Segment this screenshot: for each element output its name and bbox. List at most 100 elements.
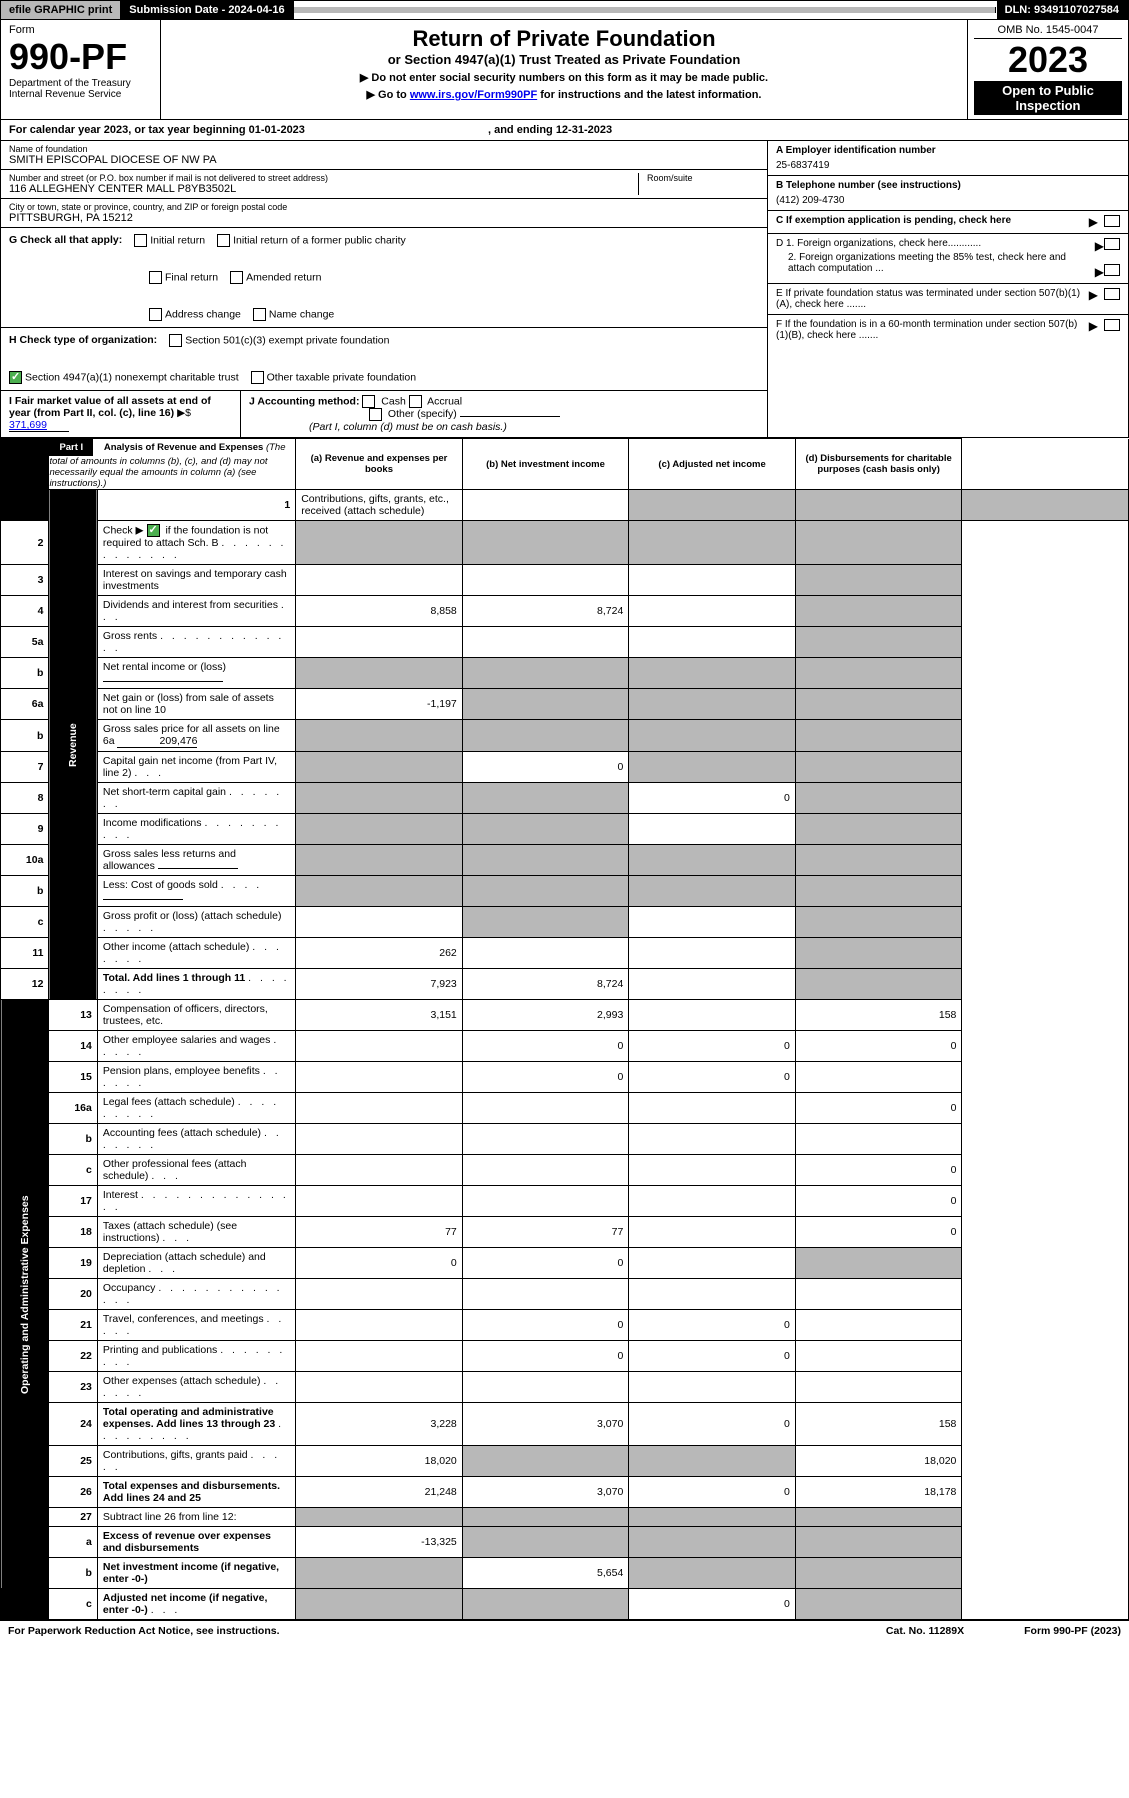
chk-501c3[interactable] <box>169 334 182 347</box>
row-21: Travel, conferences, and meetings . . . … <box>97 1310 295 1341</box>
f-label: F If the foundation is in a 60-month ter… <box>776 319 1083 341</box>
row-17: Interest . . . . . . . . . . . . . . . <box>97 1186 295 1217</box>
j-label: J Accounting method: <box>249 395 359 407</box>
phone-label: B Telephone number (see instructions) <box>776 180 1120 191</box>
chk-schb[interactable] <box>147 524 160 537</box>
chk-name-change[interactable] <box>253 308 266 321</box>
submission-date: Submission Date - 2024-04-16 <box>121 1 293 19</box>
row-5a: Gross rents . . . . . . . . . . . . . <box>97 627 295 658</box>
row-8: Net short-term capital gain . . . . . . … <box>97 783 295 814</box>
row-16b: Accounting fees (attach schedule) . . . … <box>97 1124 295 1155</box>
dept-label: Department of the Treasury <box>9 78 152 89</box>
form-subtitle: or Section 4947(a)(1) Trust Treated as P… <box>173 52 955 67</box>
j-note: (Part I, column (d) must be on cash basi… <box>309 421 507 433</box>
irs-link[interactable]: www.irs.gov/Form990PF <box>410 89 537 101</box>
e-label: E If private foundation status was termi… <box>776 288 1083 310</box>
row-4: Dividends and interest from securities .… <box>97 596 295 627</box>
chk-other-acct[interactable] <box>369 408 382 421</box>
row-9: Income modifications . . . . . . . . . . <box>97 814 295 845</box>
info-section: Name of foundation SMITH EPISCOPAL DIOCE… <box>0 141 1129 438</box>
open-inspection: Open to Public Inspection <box>974 81 1122 115</box>
row-12: Total. Add lines 1 through 11 . . . . . … <box>97 969 295 1000</box>
row-6a: Net gain or (loss) from sale of assets n… <box>97 689 295 720</box>
col-b-head: (b) Net investment income <box>462 439 629 490</box>
note-goto: ▶ Go to www.irs.gov/Form990PF for instru… <box>173 88 955 101</box>
col-d-head: (d) Disbursements for charitable purpose… <box>795 439 962 490</box>
chk-f[interactable] <box>1104 319 1120 331</box>
c-label: C If exemption application is pending, c… <box>776 215 1011 226</box>
chk-d1[interactable] <box>1104 238 1120 250</box>
h-row: H Check type of organization: Section 50… <box>1 328 767 391</box>
name-label: Name of foundation <box>9 144 759 154</box>
chk-addr-change[interactable] <box>149 308 162 321</box>
dln-label: DLN: 93491107027584 <box>996 1 1128 19</box>
ein-value: 25-6837419 <box>776 160 1120 171</box>
row-24: Total operating and administrative expen… <box>97 1403 295 1446</box>
row-13: Compensation of officers, directors, tru… <box>97 1000 295 1031</box>
chk-e[interactable] <box>1104 288 1120 300</box>
footer: For Paperwork Reduction Act Notice, see … <box>0 1620 1129 1641</box>
phone-value: (412) 209-4730 <box>776 195 1120 206</box>
foundation-name: SMITH EPISCOPAL DIOCESE OF NW PA <box>9 154 759 166</box>
city-state-zip: PITTSBURGH, PA 15212 <box>9 212 759 224</box>
chk-other-tax[interactable] <box>251 371 264 384</box>
room-label: Room/suite <box>647 173 759 183</box>
tax-year: 2023 <box>974 39 1122 81</box>
form-title: Return of Private Foundation <box>173 26 955 52</box>
row-27: Subtract line 26 from line 12: <box>97 1508 295 1527</box>
chk-final[interactable] <box>149 271 162 284</box>
chk-4947[interactable] <box>9 371 22 384</box>
cat-no: Cat. No. 11289X <box>886 1625 964 1637</box>
row-26: Total expenses and disbursements. Add li… <box>97 1477 295 1508</box>
row-18: Taxes (attach schedule) (see instruction… <box>97 1217 295 1248</box>
chk-accrual[interactable] <box>409 395 422 408</box>
row-20: Occupancy . . . . . . . . . . . . . . <box>97 1279 295 1310</box>
ein-label: A Employer identification number <box>776 145 1120 156</box>
row-16a: Legal fees (attach schedule) . . . . . .… <box>97 1093 295 1124</box>
g-row: G Check all that apply: Initial return I… <box>1 228 767 328</box>
addr-label: Number and street (or P.O. box number if… <box>9 173 630 183</box>
row-14: Other employee salaries and wages . . . … <box>97 1031 295 1062</box>
part1-title: Analysis of Revenue and Expenses <box>104 442 263 453</box>
chk-c[interactable] <box>1104 215 1120 227</box>
chk-cash[interactable] <box>362 395 375 408</box>
row-27c: Adjusted net income (if negative, enter … <box>97 1589 295 1620</box>
row-25: Contributions, gifts, grants paid . . . … <box>97 1446 295 1477</box>
d2-label: 2. Foreign organizations meeting the 85%… <box>776 252 1089 274</box>
row-27a: Excess of revenue over expenses and disb… <box>97 1527 295 1558</box>
note-ssn: ▶ Do not enter social security numbers o… <box>173 71 955 84</box>
top-bar: efile GRAPHIC print Submission Date - 20… <box>0 0 1129 20</box>
row-15: Pension plans, employee benefits . . . .… <box>97 1062 295 1093</box>
row-16c: Other professional fees (attach schedule… <box>97 1155 295 1186</box>
d1-label: D 1. Foreign organizations, check here..… <box>776 238 1089 249</box>
irs-label: Internal Revenue Service <box>9 89 152 100</box>
efile-label: efile GRAPHIC print <box>1 1 121 19</box>
col-a-head: (a) Revenue and expenses per books <box>296 439 463 490</box>
chk-d2[interactable] <box>1104 264 1120 276</box>
form-label: Form <box>9 24 152 36</box>
row-2: Check ▶ if the foundation is not require… <box>97 521 295 565</box>
chk-initial[interactable] <box>134 234 147 247</box>
row-10a: Gross sales less returns and allowances <box>97 845 295 876</box>
analysis-table: Part I Analysis of Revenue and Expenses … <box>0 438 1129 1620</box>
part1-label: Part I <box>49 439 93 456</box>
row-7: Capital gain net income (from Part IV, l… <box>97 752 295 783</box>
row-3: Interest on savings and temporary cash i… <box>97 565 295 596</box>
row-19: Depreciation (attach schedule) and deple… <box>97 1248 295 1279</box>
row-5b: Net rental income or (loss) <box>97 658 295 689</box>
chk-initial-former[interactable] <box>217 234 230 247</box>
row-23: Other expenses (attach schedule) . . . .… <box>97 1372 295 1403</box>
row-22: Printing and publications . . . . . . . … <box>97 1341 295 1372</box>
calendar-year-row: For calendar year 2023, or tax year begi… <box>0 120 1129 141</box>
form-ref: Form 990-PF (2023) <box>1024 1625 1121 1637</box>
form-number: 990-PF <box>9 36 152 78</box>
fmv-value[interactable]: 371,699 <box>9 419 69 432</box>
row-11: Other income (attach schedule) . . . . .… <box>97 938 295 969</box>
city-label: City or town, state or province, country… <box>9 202 759 212</box>
street-address: 116 ALLEGHENY CENTER MALL P8YB3502L <box>9 183 630 195</box>
form-header: Form 990-PF Department of the Treasury I… <box>0 20 1129 120</box>
revenue-side: Revenue <box>49 490 97 1000</box>
row-10b: Less: Cost of goods sold . . . . <box>97 876 295 907</box>
col-c-head: (c) Adjusted net income <box>629 439 796 490</box>
chk-amended[interactable] <box>230 271 243 284</box>
